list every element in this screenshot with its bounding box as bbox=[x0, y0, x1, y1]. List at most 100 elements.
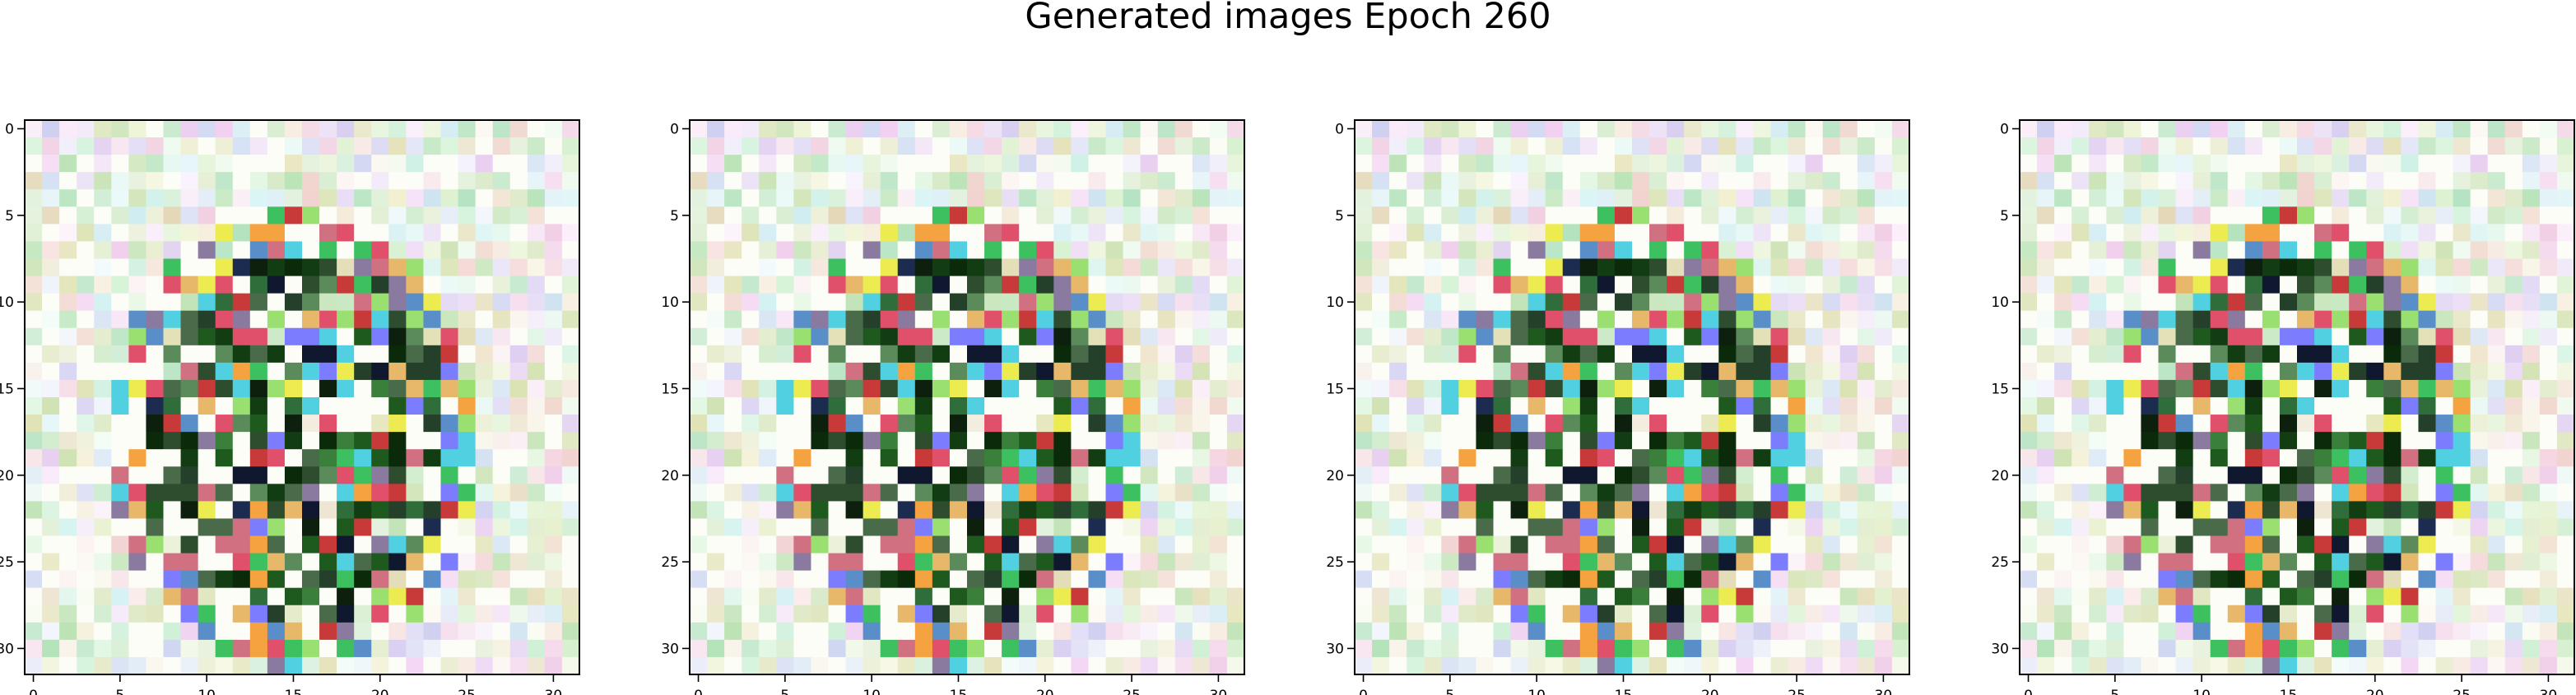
pixel bbox=[1874, 155, 1893, 173]
pixel bbox=[1891, 432, 1910, 450]
y-tick-label: 25 bbox=[1991, 554, 2009, 571]
pixel bbox=[2504, 276, 2523, 294]
pixel bbox=[1753, 206, 1772, 225]
pixel bbox=[1788, 327, 1806, 346]
pixel bbox=[215, 362, 234, 381]
pixel bbox=[1053, 241, 1072, 260]
pixel bbox=[1667, 258, 1685, 277]
pixel bbox=[897, 656, 916, 675]
pixel bbox=[2383, 501, 2402, 520]
pixel bbox=[1071, 622, 1090, 641]
pixel bbox=[1718, 518, 1737, 537]
pixel bbox=[509, 137, 528, 155]
pixel bbox=[1701, 570, 1719, 589]
pixel bbox=[897, 155, 916, 173]
pixel bbox=[2539, 501, 2558, 520]
pixel bbox=[509, 189, 528, 207]
pixel bbox=[475, 155, 494, 173]
pixel bbox=[2504, 466, 2523, 484]
pixel bbox=[880, 605, 899, 623]
pixel bbox=[707, 622, 725, 641]
pixel bbox=[967, 189, 985, 207]
pixel bbox=[1071, 518, 1090, 537]
pixel bbox=[337, 639, 355, 658]
pixel bbox=[406, 224, 425, 243]
pixel bbox=[1667, 189, 1685, 207]
pixel bbox=[1157, 605, 1176, 623]
pixel bbox=[1372, 310, 1390, 329]
pixel bbox=[1174, 224, 1193, 243]
pixel bbox=[1458, 553, 1477, 572]
pixel bbox=[544, 327, 563, 346]
pixel bbox=[1562, 484, 1581, 502]
pixel bbox=[2401, 241, 2420, 260]
pixel bbox=[111, 518, 129, 537]
pixel bbox=[1355, 258, 1373, 277]
pixel bbox=[25, 189, 43, 207]
pixel bbox=[1019, 241, 1037, 260]
pixel bbox=[215, 622, 234, 641]
pixel bbox=[1857, 449, 1876, 467]
pixel bbox=[2349, 622, 2367, 641]
pixel bbox=[2054, 241, 2072, 260]
pixel bbox=[25, 639, 43, 658]
pixel bbox=[423, 553, 442, 572]
pixel bbox=[1105, 656, 1124, 675]
pixel bbox=[232, 622, 251, 641]
pixel bbox=[1105, 570, 1124, 589]
pixel bbox=[724, 137, 742, 155]
pixel bbox=[319, 379, 337, 398]
pixel bbox=[1891, 137, 1910, 155]
pixel bbox=[1701, 258, 1719, 277]
pixel bbox=[2244, 137, 2263, 155]
pixel bbox=[1857, 501, 1876, 520]
pixel bbox=[59, 379, 77, 398]
pixel bbox=[724, 258, 742, 277]
pixel bbox=[1407, 656, 1425, 675]
pixel bbox=[1805, 397, 1824, 415]
x-tick-label: 25 bbox=[1788, 688, 1806, 695]
pixel bbox=[1105, 258, 1124, 277]
pixel bbox=[880, 120, 899, 138]
pixel bbox=[25, 656, 43, 675]
pixel bbox=[811, 518, 830, 537]
pixel bbox=[2383, 535, 2402, 554]
pixel bbox=[2435, 656, 2454, 675]
pixel bbox=[2539, 535, 2558, 554]
pixel bbox=[1788, 397, 1806, 415]
pixel bbox=[759, 484, 777, 502]
pixel bbox=[2366, 432, 2384, 450]
pixel bbox=[1476, 501, 1495, 520]
pixel bbox=[1736, 501, 1755, 520]
pixel bbox=[1822, 639, 1841, 658]
pixel bbox=[561, 345, 580, 364]
pixel bbox=[198, 466, 216, 484]
pixel bbox=[1389, 345, 1407, 364]
pixel bbox=[1441, 518, 1459, 537]
pixel bbox=[2279, 155, 2298, 173]
pixel bbox=[1157, 553, 1176, 572]
pixel bbox=[1355, 415, 1373, 433]
pixel bbox=[914, 224, 933, 243]
pixel bbox=[1493, 276, 1512, 294]
pixel bbox=[1822, 466, 1841, 484]
pixel bbox=[267, 362, 286, 381]
pixel bbox=[406, 379, 425, 398]
pixel bbox=[1372, 466, 1390, 484]
pixel bbox=[59, 466, 77, 484]
pixel bbox=[1614, 327, 1633, 346]
pixel bbox=[724, 570, 742, 589]
pixel bbox=[371, 639, 389, 658]
pixel bbox=[2192, 379, 2211, 398]
pixel bbox=[1105, 449, 1124, 467]
pixel bbox=[354, 449, 372, 467]
pixel bbox=[492, 570, 511, 589]
pixel bbox=[1105, 137, 1124, 155]
pixel bbox=[232, 206, 251, 225]
pixel bbox=[2175, 535, 2194, 554]
pixel bbox=[319, 501, 337, 520]
pixel bbox=[146, 639, 165, 658]
pixel bbox=[1597, 397, 1616, 415]
pixel bbox=[1140, 310, 1159, 329]
pixel bbox=[724, 432, 742, 450]
